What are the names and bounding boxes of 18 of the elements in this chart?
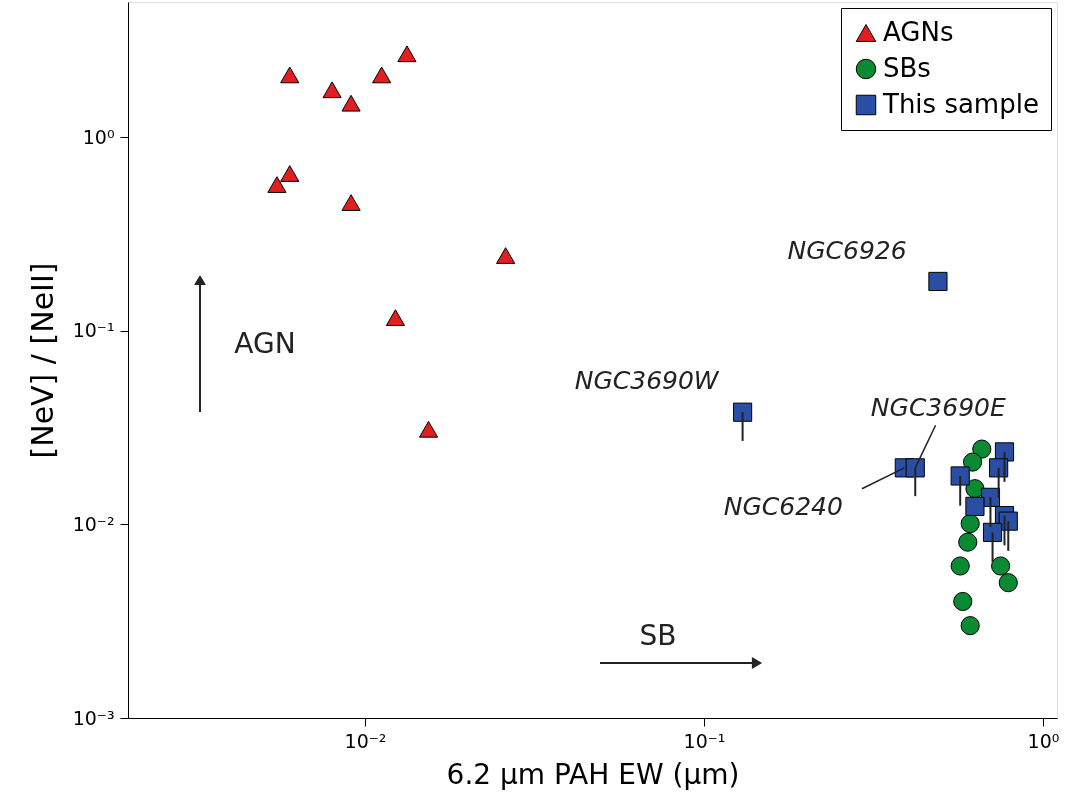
annotation: AGN: [234, 327, 296, 360]
y-tick-label: 10⁻¹: [72, 319, 115, 342]
x-tick-label: 10⁻¹: [683, 729, 726, 752]
annotation: NGC3690E: [870, 392, 1006, 422]
legend-label: SBs: [883, 53, 931, 83]
annotation: NGC6926: [787, 235, 907, 265]
annotation: NGC6240: [723, 491, 843, 521]
y-tick-label: 10⁻³: [72, 706, 115, 729]
x-tick-label: 10⁰: [1027, 729, 1060, 752]
x-tick-label: 10⁻²: [344, 729, 387, 752]
legend-label: This sample: [882, 89, 1039, 119]
y-tick-label: 10⁰: [82, 125, 115, 148]
legend-label: AGNs: [883, 17, 954, 47]
x-axis-title: 6.2 μm PAH EW (μm): [446, 757, 740, 791]
annotation: NGC3690W: [574, 366, 720, 396]
y-tick-label: 10⁻²: [72, 512, 115, 535]
annotation: SB: [639, 619, 677, 652]
y-axis-title: [NeV] / [NeII]: [24, 262, 60, 459]
